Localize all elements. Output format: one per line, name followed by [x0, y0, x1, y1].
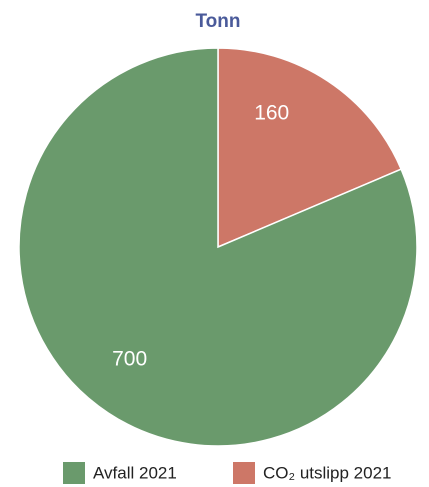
- chart-title: Tonn: [195, 11, 240, 32]
- legend-label: CO₂ utslipp 2021: [263, 463, 392, 482]
- legend-label: Avfall 2021: [93, 463, 177, 482]
- data-label: 700: [112, 347, 147, 370]
- pie-slice: [217, 47, 403, 249]
- legend-swatch: [63, 462, 85, 484]
- data-label: 160: [254, 102, 289, 125]
- pie-slice: [18, 47, 418, 447]
- legend-swatch: [233, 462, 255, 484]
